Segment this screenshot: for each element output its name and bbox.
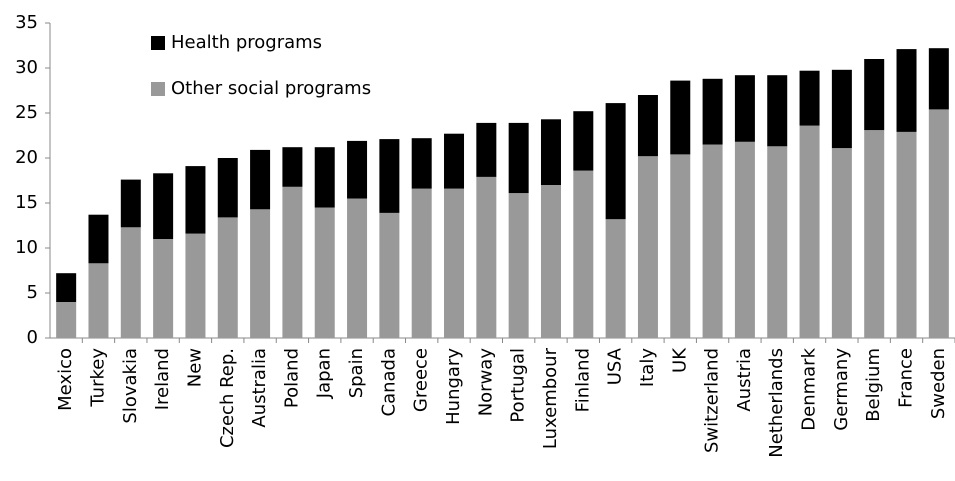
bar-segment — [702, 78, 723, 145]
x-tick-label: Poland — [281, 348, 302, 408]
x-tick-label: Ireland — [152, 348, 173, 410]
x-tick-label: Switzerland — [702, 348, 723, 453]
x-tick-label: Slovakia — [120, 348, 141, 424]
bar-segment — [444, 133, 465, 189]
x-tick-label: Italy — [637, 348, 658, 387]
bar-segment — [702, 144, 723, 338]
bar-segment — [476, 122, 497, 177]
bar-segment — [799, 70, 820, 126]
legend-swatch — [151, 36, 165, 50]
bar-segment — [88, 214, 109, 264]
legend-label: Other social programs — [171, 78, 371, 99]
x-tick-label: France — [896, 348, 917, 408]
bar-segment — [670, 80, 691, 155]
x-tick-label: Turkey — [87, 348, 108, 408]
x-tick-label: Hungary — [443, 348, 464, 425]
bar-segment — [153, 173, 174, 239]
bar-segment — [217, 158, 238, 218]
x-tick-label: Czech Rep. — [217, 348, 238, 448]
legend-label: Health programs — [171, 32, 322, 53]
bar-segment — [185, 166, 206, 234]
bar-segment — [153, 239, 174, 338]
bar-segment — [282, 186, 303, 338]
bar-segment — [573, 170, 594, 338]
bar-segment — [379, 212, 400, 338]
x-tick-label: Spain — [346, 348, 367, 398]
bar-segment — [56, 302, 77, 338]
x-tick-label: Sweden — [928, 348, 949, 419]
bar-segment — [508, 122, 529, 194]
bar-segment — [540, 119, 561, 185]
bar-segment — [928, 109, 949, 339]
y-tick-label: 5 — [27, 282, 38, 303]
x-tick-label: Finland — [572, 348, 593, 412]
bar-segment — [56, 273, 77, 302]
x-tick-label: New — [184, 348, 205, 387]
x-tick-label: Mexico — [55, 348, 76, 411]
bar-segment — [896, 131, 917, 338]
x-tick-label: Australia — [249, 348, 270, 428]
bar-segment — [896, 49, 917, 132]
x-tick-label: Norway — [475, 348, 496, 417]
bar-segment — [831, 148, 852, 338]
bar-segment — [670, 154, 691, 338]
bar-segment — [282, 147, 303, 187]
bar-segment — [347, 198, 368, 338]
bar-segment — [864, 59, 885, 131]
x-tick-label: Portugal — [508, 348, 529, 423]
bar-segment — [605, 103, 626, 220]
bar-segment — [411, 138, 432, 189]
x-tick-label: Netherlands — [766, 348, 787, 458]
x-tick-label: Denmark — [799, 347, 820, 430]
bar-segment — [379, 139, 400, 213]
bar-segment — [411, 188, 432, 338]
bar-segment — [799, 125, 820, 338]
bar-segment — [508, 193, 529, 338]
bar-segment — [605, 219, 626, 338]
legend-swatch — [151, 82, 165, 96]
x-tick-label: Austria — [734, 348, 755, 412]
bar-segment — [476, 176, 497, 338]
bar-segment — [637, 156, 658, 338]
y-tick-label: 30 — [15, 57, 38, 78]
bar-segment — [88, 263, 109, 338]
x-tick-label: Luxembour — [540, 347, 561, 449]
bar-segment — [185, 233, 206, 338]
bar-segment — [928, 48, 949, 110]
y-tick-label: 20 — [15, 147, 38, 168]
y-tick-label: 15 — [15, 192, 38, 213]
x-tick-label: Canada — [378, 348, 399, 417]
bar-segment — [734, 75, 755, 142]
y-tick-label: 35 — [15, 12, 38, 33]
y-tick-label: 0 — [27, 327, 38, 348]
bar-segment — [637, 95, 658, 157]
bar-segment — [864, 130, 885, 338]
x-tick-label: USA — [605, 347, 626, 385]
bar-segment — [314, 147, 335, 208]
bar-segment — [314, 207, 335, 338]
bar-segment — [347, 140, 368, 199]
x-tick-label: Germany — [831, 348, 852, 431]
bar-segment — [120, 227, 141, 338]
x-tick-label: Belgium — [863, 348, 884, 422]
bar-segment — [540, 185, 561, 338]
bar-segment — [250, 209, 271, 338]
y-tick-label: 25 — [15, 102, 38, 123]
bar-segment — [444, 188, 465, 338]
x-tick-label: Greece — [411, 348, 432, 412]
x-tick-label: Japan — [314, 348, 335, 399]
x-tick-label: UK — [669, 347, 690, 373]
bar-segment — [767, 146, 788, 338]
bar-segment — [767, 75, 788, 147]
bar-segment — [831, 69, 852, 149]
bar-segment — [120, 179, 141, 228]
bar-segment — [250, 149, 271, 210]
y-tick-label: 10 — [15, 237, 38, 258]
bar-segment — [217, 217, 238, 338]
bar-segment — [573, 111, 594, 171]
bar-segment — [734, 141, 755, 338]
